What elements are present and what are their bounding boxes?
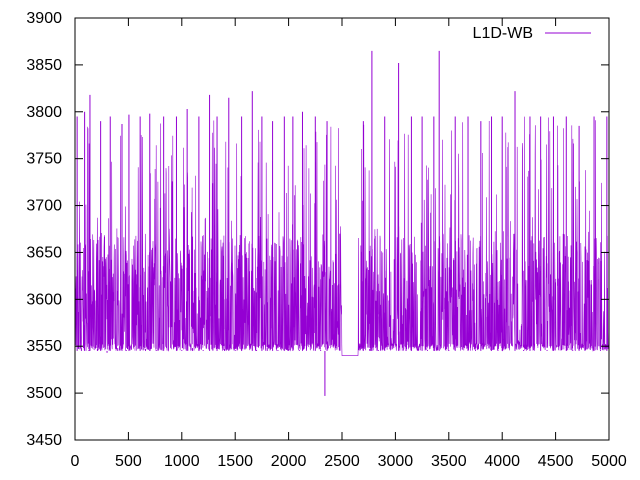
x-tick-label: 0 bbox=[71, 453, 80, 470]
y-tick-label: 3500 bbox=[26, 385, 62, 402]
x-tick-label: 3000 bbox=[378, 453, 414, 470]
y-tick-label: 3450 bbox=[26, 432, 62, 449]
x-tick-label: 2500 bbox=[324, 453, 360, 470]
series-layer bbox=[74, 50, 610, 396]
y-tick-label: 3550 bbox=[26, 338, 62, 355]
y-tick-label: 3900 bbox=[26, 10, 62, 27]
y-tick-labels: 3450 3500 3550 3600 3650 3700 3750 3800 3850 3900 bbox=[26, 10, 62, 449]
x-tick-label: 4000 bbox=[484, 453, 520, 470]
y-tick-label: 3700 bbox=[26, 198, 62, 215]
x-tick-label: 1500 bbox=[217, 453, 253, 470]
y-tick-label: 3650 bbox=[26, 244, 62, 261]
y-tick-label: 3750 bbox=[26, 151, 62, 168]
x-tick-labels: 0 500 1000 1500 2000 2500 3000 3500 4000 4500 5000 bbox=[71, 453, 627, 470]
y-tick-label: 3850 bbox=[26, 57, 62, 74]
x-tick-label: 5000 bbox=[591, 453, 627, 470]
x-tick-label: 1000 bbox=[164, 453, 200, 470]
x-tick-label: 2000 bbox=[271, 453, 307, 470]
x-tick-label: 3500 bbox=[431, 453, 467, 470]
x-tick-label: 4500 bbox=[538, 453, 574, 470]
ticks-layer bbox=[74, 17, 610, 441]
x-tick-label: 500 bbox=[115, 453, 142, 470]
legend-label: L1D-WB bbox=[473, 25, 533, 42]
y-tick-label: 3800 bbox=[26, 104, 62, 121]
y-tick-label: 3600 bbox=[26, 291, 62, 308]
legend: L1D-WB bbox=[473, 25, 591, 42]
